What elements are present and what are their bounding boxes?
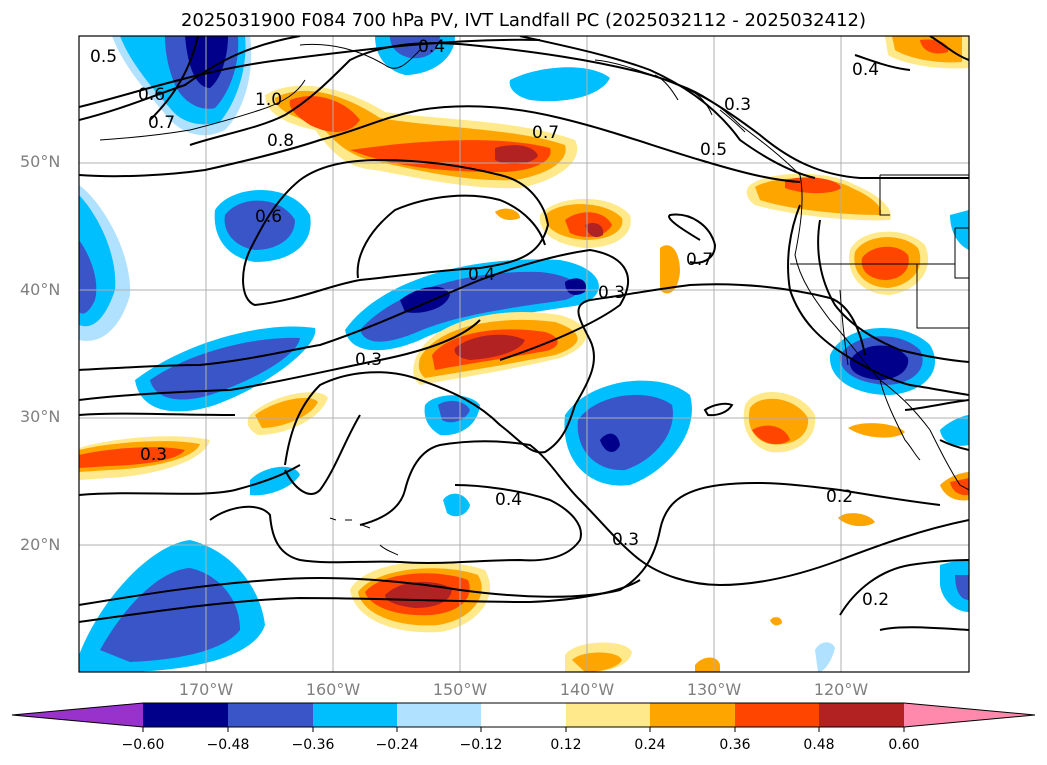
colorbar-tick-label: −0.24 xyxy=(375,737,419,753)
contour-label: 0.4 xyxy=(468,265,495,285)
contour-label: 0.6 xyxy=(138,85,165,105)
map-panel: 0.5 0.6 0.7 0.4 1.0 0.8 0.3 0.7 0.5 0.6 … xyxy=(79,36,969,672)
colorbar-segment xyxy=(566,703,650,727)
contour-label: 0.4 xyxy=(495,490,522,510)
colorbar-tick-label: −0.48 xyxy=(206,737,250,753)
colorbar-segment xyxy=(735,703,819,727)
contour-label: 0.3 xyxy=(598,283,625,303)
lon-label: 120°W xyxy=(813,680,869,699)
colorbar-segment xyxy=(481,703,566,727)
colorbar-tick-label: 0.60 xyxy=(888,737,920,753)
lon-label: 150°W xyxy=(432,680,488,699)
colorbar-segment xyxy=(397,703,481,727)
contour-label: 0.3 xyxy=(140,445,167,465)
contour-label: 1.0 xyxy=(255,90,282,110)
contour-lines xyxy=(79,36,969,631)
contour-label: 0.7 xyxy=(686,250,713,270)
lon-label: 160°W xyxy=(305,680,361,699)
lon-label: 170°W xyxy=(178,680,234,699)
lon-label: 130°W xyxy=(686,680,742,699)
contour-label: 0.4 xyxy=(418,37,445,57)
contour-label: 0.7 xyxy=(148,113,175,133)
contour-label: 0.7 xyxy=(532,123,559,143)
contour-label: 0.3 xyxy=(355,350,382,370)
contour-labels: 0.5 0.6 0.7 0.4 1.0 0.8 0.3 0.7 0.5 0.6 … xyxy=(90,37,889,610)
map-title: 2025031900 F084 700 hPa PV, IVT Landfall… xyxy=(180,10,867,31)
contour-label: 0.2 xyxy=(862,590,889,610)
colorbar-tick-label: −0.36 xyxy=(291,737,335,753)
contour-label: 0.8 xyxy=(267,131,294,151)
lat-label: 30°N xyxy=(20,407,61,426)
contour-label: 0.3 xyxy=(612,530,639,550)
contour-label: 0.6 xyxy=(255,207,282,227)
colorbar-tick-label: 0.48 xyxy=(803,737,835,753)
contour-label: 0.2 xyxy=(826,487,853,507)
graticule xyxy=(79,36,969,672)
contour-label: 0.5 xyxy=(90,47,117,67)
colorbar-tick-label: 0.24 xyxy=(634,737,666,753)
colorbar-segment xyxy=(143,703,228,727)
shading-positive xyxy=(79,36,969,672)
colorbar-segment xyxy=(650,703,735,727)
lon-label: 140°W xyxy=(559,680,615,699)
colorbar-extend-low xyxy=(12,703,143,727)
colorbar-tick-label: 0.36 xyxy=(719,737,751,753)
colorbar-segment xyxy=(313,703,397,727)
colorbar-segment xyxy=(228,703,313,727)
colorbar-tick-label: −0.12 xyxy=(459,737,503,753)
lat-label: 40°N xyxy=(20,280,61,299)
lat-label: 50°N xyxy=(20,152,61,171)
colorbar-tick-label: −0.60 xyxy=(121,737,165,753)
colorbar xyxy=(11,702,1036,732)
lat-label: 20°N xyxy=(20,535,61,554)
contour-label: 0.5 xyxy=(700,140,727,160)
contour-label: 0.4 xyxy=(852,60,879,80)
colorbar-tick-label: 0.12 xyxy=(550,737,582,753)
colorbar-extend-high xyxy=(904,703,1035,727)
colorbar-segment xyxy=(819,703,904,727)
map-frame xyxy=(78,35,970,673)
contour-label: 0.3 xyxy=(724,95,751,115)
